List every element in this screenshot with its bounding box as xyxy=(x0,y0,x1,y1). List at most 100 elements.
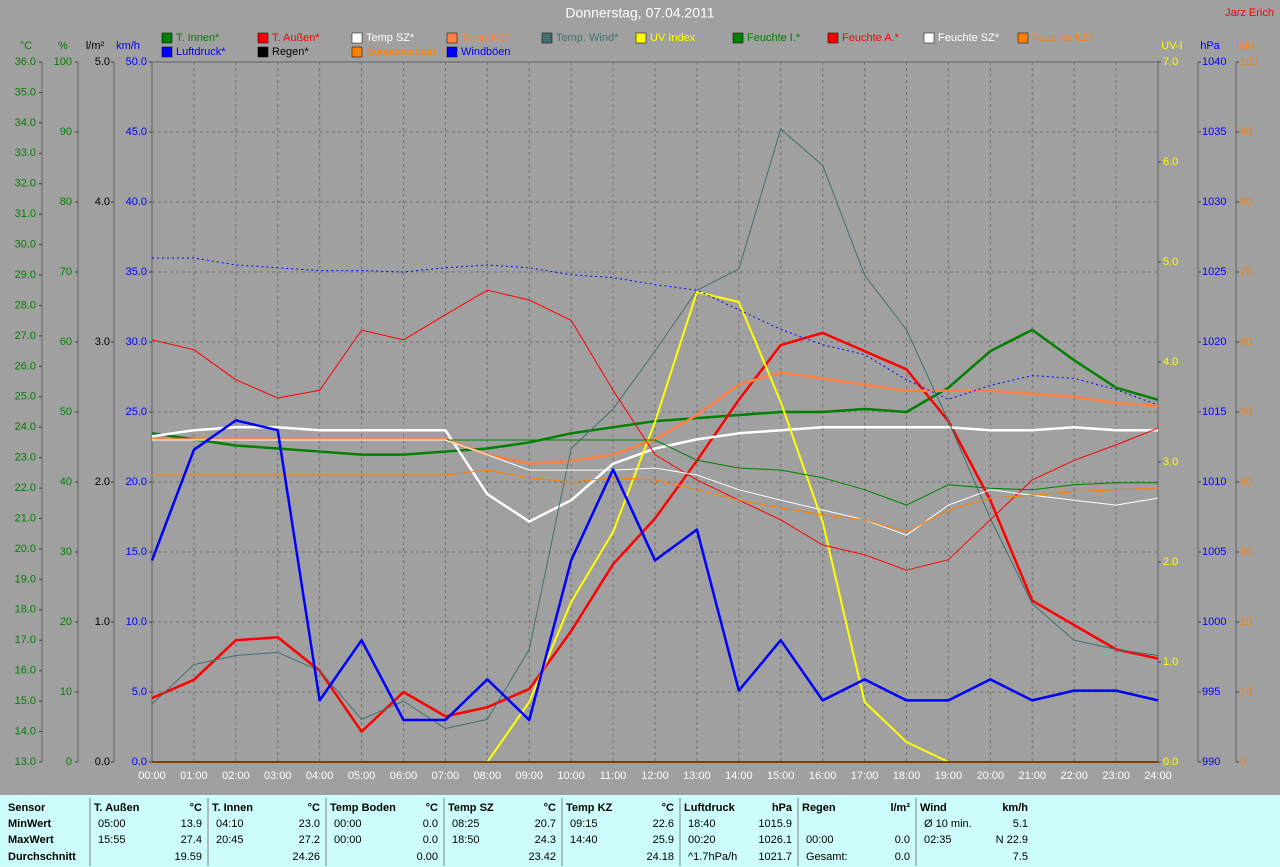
legend-label: Temp. Wind* xyxy=(556,32,619,44)
x-tick-label: 06:00 xyxy=(390,770,418,782)
row-label: Durchschnitt xyxy=(8,851,76,863)
y-tick-label: 5.0 xyxy=(132,686,147,698)
column-name: Wind xyxy=(920,802,947,814)
legend-swatch xyxy=(1017,32,1029,44)
cell-value: 27.2 xyxy=(299,834,320,846)
cell-value: 24.18 xyxy=(646,851,674,863)
y-tick-label: 18.0 xyxy=(15,604,36,616)
column-unit: °C xyxy=(662,802,674,814)
cell-value: 7.5 xyxy=(1013,851,1028,863)
cell-value: 20.7 xyxy=(535,818,556,830)
row-label: Sensor xyxy=(8,802,46,814)
column-name: Regen xyxy=(802,802,836,814)
y-tick-label: 50 xyxy=(1240,406,1252,418)
cell-time: 02:35 xyxy=(924,834,952,846)
row-label: MinWert xyxy=(8,818,52,830)
y-tick-label: 21.0 xyxy=(15,512,36,524)
stats-table: Sensor MinWert MaxWert Durchschnitt T. Außen… xyxy=(8,798,1028,866)
y-tick-label: 995 xyxy=(1202,686,1220,698)
x-tick-label: 10:00 xyxy=(557,770,585,782)
cell-time: 00:00 xyxy=(806,834,834,846)
y-tick-label: 990 xyxy=(1202,756,1220,768)
axis-unit: UV-I xyxy=(1161,40,1182,52)
x-tick-label: 15:00 xyxy=(767,770,795,782)
x-tick-label: 13:00 xyxy=(683,770,711,782)
y-tick-label: 70 xyxy=(1240,266,1252,278)
y-tick-label: 30.0 xyxy=(126,336,147,348)
y-tick-label: 1010 xyxy=(1202,476,1226,488)
legend-label: Feuchte A.* xyxy=(842,32,900,44)
y-tick-label: 70 xyxy=(60,266,72,278)
y-tick-label: 35.0 xyxy=(126,266,147,278)
cell-value: 19.59 xyxy=(174,851,202,863)
y-tick-label: 90 xyxy=(60,126,72,138)
x-tick-label: 11:00 xyxy=(600,770,627,782)
y-tick-label: 1040 xyxy=(1202,56,1226,68)
y-tick-label: 19.0 xyxy=(15,573,36,585)
y-tick-label: 13.0 xyxy=(15,756,36,768)
legend-label: Temp SZ* xyxy=(366,32,415,44)
cell-value: 0.00 xyxy=(417,851,438,863)
cell-time: 18:40 xyxy=(688,818,716,830)
column-unit: °C xyxy=(308,802,320,814)
y-tick-label: 1030 xyxy=(1202,196,1226,208)
y-tick-label: 15.0 xyxy=(126,546,147,558)
y-tick-label: 4.0 xyxy=(1163,356,1178,368)
y-tick-label: 1005 xyxy=(1202,546,1226,558)
legend-label: Windböen xyxy=(461,46,511,58)
cell-time: 15:55 xyxy=(98,834,126,846)
legend-label: Feuchte SZ* xyxy=(938,32,1000,44)
y-tick-label: 80 xyxy=(60,196,72,208)
y-tick-label: 0.0 xyxy=(95,756,110,768)
cell-time: 05:00 xyxy=(98,818,126,830)
legend-label: Feuchte KZ* xyxy=(1032,32,1094,44)
y-tick-label: 100 xyxy=(1240,56,1258,68)
legend-label: Sonnenschein xyxy=(366,46,436,58)
y-tick-label: 17.0 xyxy=(15,634,36,646)
series-line xyxy=(152,371,1159,465)
column-unit: km/h xyxy=(1002,802,1028,814)
series-line xyxy=(152,439,1159,536)
column-name: Temp SZ xyxy=(448,802,494,814)
legend-label: Temp KZ* xyxy=(461,32,510,44)
axis-unit: % xyxy=(58,40,68,52)
y-tick-label: 7.0 xyxy=(1163,56,1178,68)
y-tick-label: 40 xyxy=(60,476,72,488)
y-tick-label: 90 xyxy=(1240,126,1252,138)
legend-swatch xyxy=(732,32,744,44)
series-line xyxy=(152,257,1159,406)
legend-label: Luftdruck* xyxy=(176,46,226,58)
y-tick-label: 33.0 xyxy=(15,147,36,159)
y-tick-label: 0.0 xyxy=(1163,756,1178,768)
cell-time: 04:10 xyxy=(216,818,244,830)
y-tick-label: 50.0 xyxy=(126,56,147,68)
y-tick-label: 22.0 xyxy=(15,482,36,494)
cell-value: 27.4 xyxy=(181,834,202,846)
series-line xyxy=(152,469,1159,533)
y-tick-label: 24.0 xyxy=(15,421,36,433)
column-unit: hPa xyxy=(772,802,793,814)
cell-value: 22.6 xyxy=(653,818,674,830)
y-tick-label: 35.0 xyxy=(15,86,36,98)
x-tick-label: 23:00 xyxy=(1102,770,1130,782)
y-tick-label: 34.0 xyxy=(15,117,36,129)
y-tick-label: 2.0 xyxy=(95,476,110,488)
axis-unit: hPa xyxy=(1200,40,1220,52)
y-tick-label: 25.0 xyxy=(126,406,147,418)
y-tick-label: 1.0 xyxy=(1163,656,1178,668)
y-tick-label: 50 xyxy=(60,406,72,418)
y-tick-label: 29.0 xyxy=(15,269,36,281)
cell-value: 0.0 xyxy=(423,834,438,846)
y-tick-label: 10 xyxy=(1240,686,1252,698)
cell-time: 18:50 xyxy=(452,834,480,846)
y-tick-label: 20 xyxy=(60,616,72,628)
legend-swatch xyxy=(351,46,363,58)
cell-value: 0.0 xyxy=(895,834,910,846)
y-tick-label: 10.0 xyxy=(126,616,147,628)
legend-swatch xyxy=(827,32,839,44)
cell-value: 23.42 xyxy=(528,851,556,863)
legend-swatch xyxy=(161,32,173,44)
cell-value: 1026.1 xyxy=(758,834,792,846)
x-tick-label: 19:00 xyxy=(935,770,963,782)
